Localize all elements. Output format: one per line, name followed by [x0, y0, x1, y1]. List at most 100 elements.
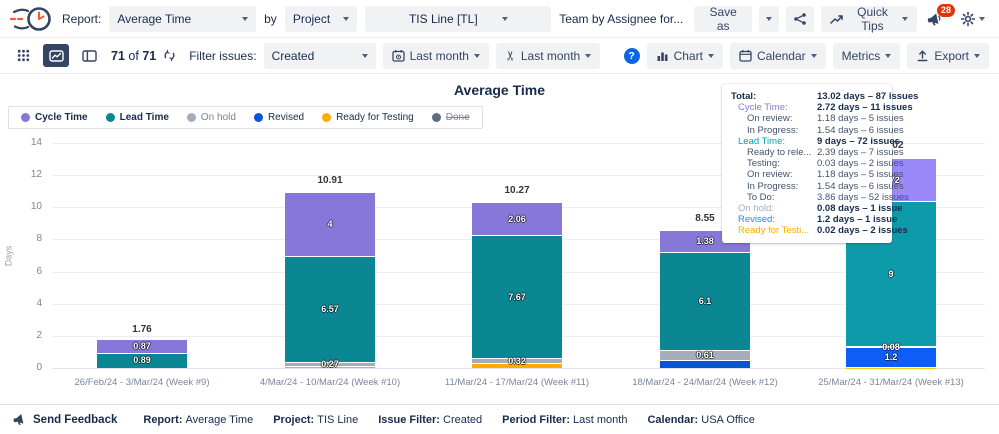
- issues-total: 71: [142, 48, 157, 63]
- chevron-down-icon: [885, 53, 892, 58]
- footer-item-label: Calendar:: [647, 413, 702, 426]
- bar-segment[interactable]: 6.57: [285, 256, 375, 363]
- tooltip-label: On hold:: [738, 203, 774, 215]
- segment-value-label: 0.08: [882, 341, 900, 352]
- help-button[interactable]: ?: [623, 47, 640, 64]
- calendar-menu-button[interactable]: Calendar: [729, 42, 826, 69]
- bar-segment[interactable]: [660, 360, 750, 368]
- send-feedback-button[interactable]: Send Feedback: [12, 413, 117, 427]
- tooltip-label: On review:: [747, 169, 793, 181]
- bar[interactable]: 0.32 7.67 2.06 10.27: [472, 185, 562, 368]
- y-tick-label: 0: [36, 362, 42, 373]
- notifications-button[interactable]: 28: [924, 3, 955, 28]
- issue-filter-select[interactable]: Created: [263, 42, 376, 69]
- bar-segment[interactable]: 0.32: [472, 356, 562, 365]
- quick-tips-label: Quick Tips: [857, 4, 888, 33]
- chevron-down-icon: [810, 53, 817, 58]
- tooltip-label: Cycle Time:: [738, 102, 788, 114]
- bar-segment[interactable]: 0.89: [97, 353, 187, 368]
- report-select[interactable]: Average Time: [109, 5, 257, 32]
- refresh-button[interactable]: [163, 49, 176, 62]
- bar-segment[interactable]: [285, 366, 375, 368]
- chart-legend: Cycle Time Lead Time On hold Revised Ready f…: [8, 106, 483, 129]
- chevron-down-icon: [585, 53, 592, 58]
- bar-segment[interactable]: [472, 364, 562, 368]
- export-button[interactable]: Export: [907, 42, 989, 69]
- legend-item[interactable]: Revised: [253, 112, 304, 123]
- group-by-value: Project: [292, 11, 331, 26]
- bar-segment[interactable]: 0.87: [97, 339, 187, 354]
- legend-label: Lead Time: [119, 112, 169, 123]
- tooltip-label: To Do:: [747, 191, 775, 203]
- bar-segment[interactable]: 0.08: [846, 342, 936, 351]
- tooltip-value: 9 days – 72 issues: [817, 135, 900, 147]
- chart-menu-button[interactable]: Chart: [646, 42, 723, 69]
- gridline: [52, 368, 985, 369]
- bar-segment[interactable]: 7.67: [472, 236, 562, 360]
- tooltip-value: 1.18 days – 5 issues: [817, 169, 904, 181]
- chevron-down-icon: [501, 16, 508, 21]
- legend-item[interactable]: On hold: [186, 112, 236, 123]
- bar[interactable]: 0.27 6.57 4 10.91: [285, 175, 375, 369]
- chevron-down-icon: [902, 16, 908, 21]
- segment-value-label: 0.27: [321, 358, 339, 369]
- notification-count-badge: 28: [936, 3, 955, 17]
- calendar-icon: [739, 49, 752, 62]
- x-axis-label: 26/Feb/24 - 3/Mar/24 (Week #9): [74, 377, 210, 388]
- segment-value-label: 4: [327, 218, 333, 229]
- y-tick-label: 8: [36, 233, 42, 245]
- chevron-down-icon: [343, 16, 350, 21]
- share-button[interactable]: [786, 5, 815, 32]
- bar-segment[interactable]: 0.61: [660, 350, 750, 361]
- footer-item-value: Average Time: [185, 413, 254, 426]
- tooltip-value: 13.02 days – 87 issues: [817, 91, 919, 102]
- save-as-button[interactable]: Save as: [694, 5, 753, 33]
- settings-button[interactable]: [956, 11, 989, 27]
- tooltip-value: 3.86 days – 52 issues: [817, 191, 909, 203]
- y-tick-label: 14: [30, 137, 42, 148]
- bar-segment[interactable]: 6.1: [660, 252, 750, 351]
- chart-view-button[interactable]: [43, 44, 69, 67]
- save-as-menu-button[interactable]: [759, 5, 780, 32]
- issue-count: 71 of 71: [111, 49, 156, 63]
- legend-item[interactable]: Lead Time: [105, 112, 169, 123]
- tooltip-value: 2.39 days – 7 issues: [817, 147, 904, 159]
- metrics-menu-button[interactable]: Metrics: [832, 42, 901, 69]
- grid-view-button[interactable]: [10, 44, 36, 67]
- tooltip-label: On review:: [747, 113, 793, 125]
- issue-filter-value: Created: [271, 48, 315, 63]
- chevron-down-icon: [473, 53, 480, 58]
- tooltip-row: Total: 13.02 days – 87 issues: [731, 91, 918, 102]
- chart-menu-label: Chart: [673, 48, 703, 63]
- team-report-link[interactable]: Team by Assignee for...: [559, 11, 684, 26]
- share-icon: [793, 12, 807, 26]
- workweek-filter-button[interactable]: ✂ Last month: [495, 42, 601, 69]
- bar-segment[interactable]: 4: [285, 192, 375, 257]
- tooltip-label: In Progress:: [747, 180, 799, 192]
- legend-item[interactable]: Done: [431, 112, 470, 123]
- workweek-filter-value: Last month: [520, 48, 581, 63]
- chart-tooltip: Total: 13.02 days – 87 issues Cycle Time: 2…: [722, 84, 918, 243]
- segment-value-label: 0.89: [133, 355, 151, 366]
- period-filter-button[interactable]: Last month: [382, 42, 489, 69]
- bar-segment[interactable]: 2.06: [472, 202, 562, 237]
- bar-segment[interactable]: 1.2: [846, 348, 936, 368]
- tooltip-value: 1.18 days – 5 issues: [817, 113, 904, 125]
- segment-value-label: 6.57: [321, 303, 339, 314]
- group-by-select[interactable]: Project: [284, 5, 358, 32]
- legend-item[interactable]: Cycle Time: [21, 112, 88, 123]
- chevron-down-icon: [707, 53, 714, 58]
- legend-item[interactable]: Ready for Testing: [322, 112, 414, 123]
- quick-tips-button[interactable]: Quick Tips: [821, 4, 917, 33]
- legend-swatch: [322, 113, 332, 122]
- bar[interactable]: 0.89 0.87 1.76: [97, 324, 187, 368]
- project-select[interactable]: TIS Line [TL]: [365, 5, 552, 32]
- legend-label: Cycle Time: [35, 112, 88, 123]
- footer-item-value: Last month: [573, 413, 628, 426]
- tooltip-row: On hold: 0.08 days – 1 issue: [731, 203, 903, 215]
- board-view-button[interactable]: [76, 44, 102, 67]
- bar[interactable]: 0.61 6.1 1.38 8.55: [660, 213, 750, 368]
- footer-item: Project: TIS Line: [273, 414, 358, 426]
- bar-segment[interactable]: 0.27: [285, 358, 375, 369]
- chart-plot-area: Days 0 2 4 6 8 10 12 14 0.89 0.87 1.76 26/Feb/24 - …: [0, 137, 999, 388]
